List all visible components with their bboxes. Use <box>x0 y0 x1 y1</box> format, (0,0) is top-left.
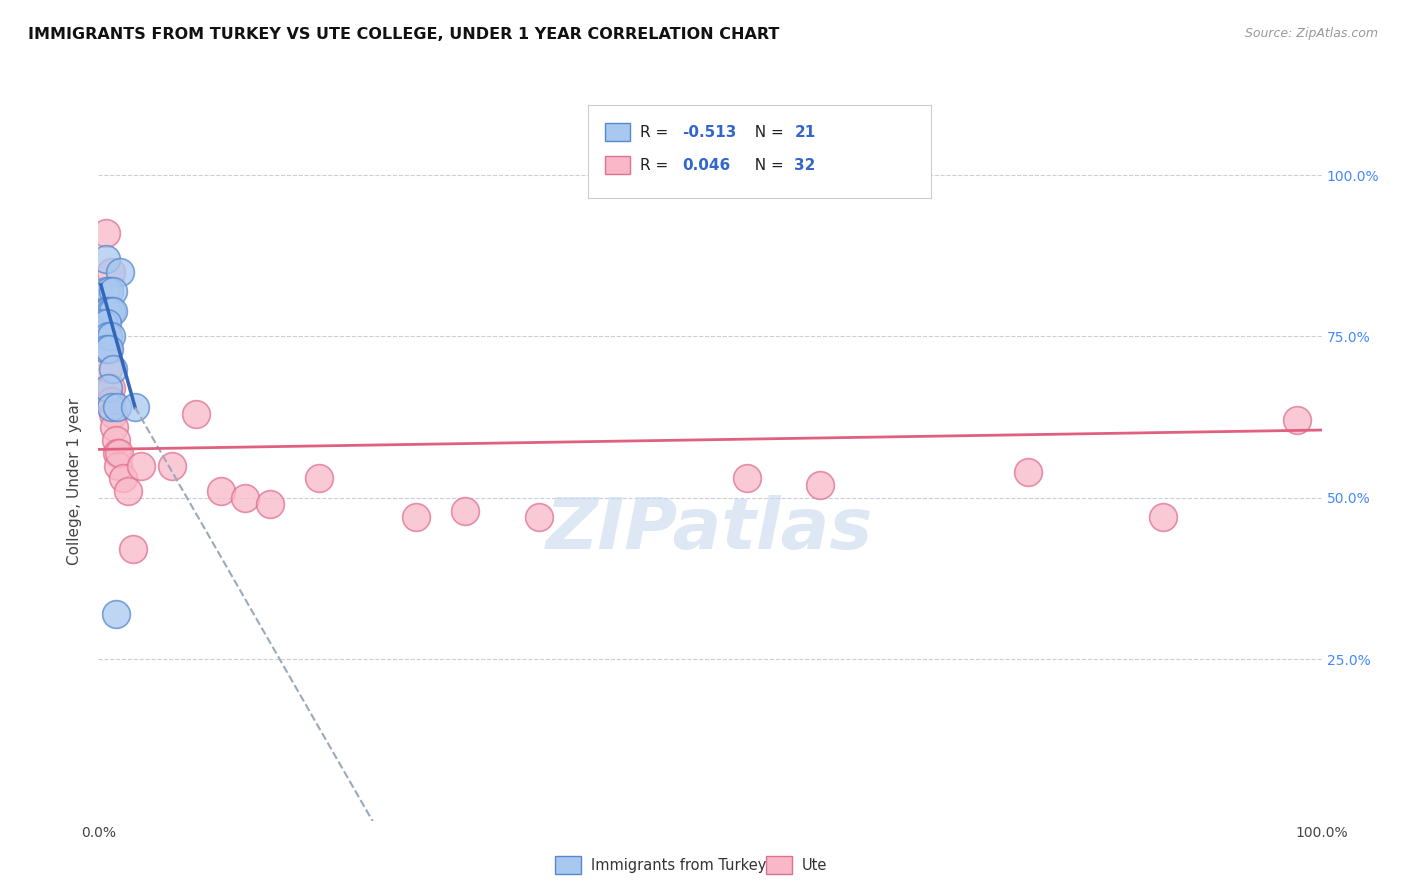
Text: 21: 21 <box>794 125 815 139</box>
Point <box>103 419 125 434</box>
Point <box>96 317 118 331</box>
Text: Source: ZipAtlas.com: Source: ZipAtlas.com <box>1244 27 1378 40</box>
Point <box>1017 465 1039 479</box>
Text: -0.513: -0.513 <box>682 125 737 139</box>
Point <box>98 284 121 298</box>
Text: N =: N = <box>745 158 789 172</box>
Point <box>101 361 124 376</box>
Text: IMMIGRANTS FROM TURKEY VS UTE COLLEGE, UNDER 1 YEAR CORRELATION CHART: IMMIGRANTS FROM TURKEY VS UTE COLLEGE, U… <box>28 27 779 42</box>
Point <box>209 484 232 499</box>
Point <box>527 510 550 524</box>
Text: Ute: Ute <box>801 858 827 872</box>
Point <box>100 394 122 409</box>
Text: R =: R = <box>640 158 673 172</box>
Point <box>94 226 117 240</box>
Point <box>97 361 120 376</box>
Point <box>101 407 124 421</box>
Point <box>110 265 132 279</box>
Point <box>107 458 129 473</box>
Point <box>100 381 122 395</box>
Point <box>405 510 427 524</box>
Point <box>97 303 120 318</box>
Point <box>108 445 131 459</box>
Point <box>94 323 117 337</box>
Point <box>104 433 127 447</box>
Y-axis label: College, Under 1 year: College, Under 1 year <box>67 398 83 566</box>
Point <box>160 458 183 473</box>
Text: N =: N = <box>745 125 789 139</box>
Point <box>111 471 134 485</box>
Point <box>308 471 330 485</box>
Point <box>1286 413 1309 427</box>
Point <box>94 303 117 318</box>
Point <box>101 284 124 298</box>
Point <box>100 265 122 279</box>
Text: Immigrants from Turkey: Immigrants from Turkey <box>591 858 766 872</box>
Text: 0.046: 0.046 <box>682 158 730 172</box>
Point <box>98 343 121 357</box>
Point <box>100 401 122 415</box>
Point <box>124 401 146 415</box>
Point <box>454 504 477 518</box>
Point <box>1152 510 1174 524</box>
Point <box>105 401 128 415</box>
Point <box>94 284 117 298</box>
Point <box>808 478 831 492</box>
Point <box>100 303 122 318</box>
Point <box>94 303 117 318</box>
Point <box>91 317 114 331</box>
Text: 32: 32 <box>794 158 815 172</box>
Point <box>104 607 127 621</box>
Point <box>735 471 758 485</box>
Point <box>100 329 122 343</box>
Point <box>97 381 120 395</box>
Text: ZIPatlas: ZIPatlas <box>547 495 873 564</box>
Point <box>233 491 256 505</box>
Point <box>259 497 281 511</box>
Text: R =: R = <box>640 125 673 139</box>
Point <box>97 329 120 343</box>
Point <box>94 343 117 357</box>
Point <box>121 542 143 557</box>
Point <box>97 343 120 357</box>
Point <box>94 252 117 266</box>
Point <box>117 484 139 499</box>
Point <box>129 458 152 473</box>
Point <box>186 407 208 421</box>
Point <box>105 445 128 459</box>
Point <box>101 303 124 318</box>
